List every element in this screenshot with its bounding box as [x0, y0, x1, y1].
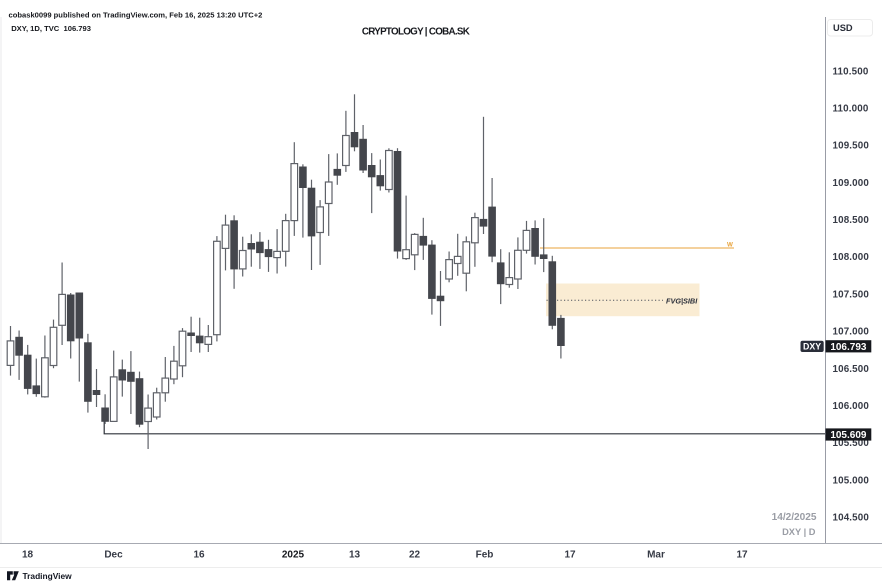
svg-text:DXY | D: DXY | D — [782, 527, 816, 537]
svg-text:17: 17 — [564, 550, 576, 561]
svg-text:FVG|SIBI: FVG|SIBI — [666, 296, 698, 305]
svg-text:CRYPTOLOGY | COBA.SK: CRYPTOLOGY | COBA.SK — [362, 26, 470, 37]
svg-text:TradingView: TradingView — [23, 571, 73, 581]
svg-text:106.000: 106.000 — [833, 401, 870, 412]
svg-text:16: 16 — [193, 550, 205, 561]
svg-text:13: 13 — [349, 550, 361, 561]
svg-text:109.500: 109.500 — [833, 141, 870, 152]
svg-text:USD: USD — [833, 23, 853, 33]
svg-text:108.000: 108.000 — [833, 252, 870, 263]
svg-text:22: 22 — [409, 550, 421, 561]
svg-text:18: 18 — [22, 550, 34, 561]
svg-text:110.000: 110.000 — [833, 104, 869, 115]
svg-text:107.500: 107.500 — [833, 289, 870, 300]
svg-text:105.500: 105.500 — [833, 438, 870, 449]
svg-text:106.793: 106.793 — [830, 342, 867, 353]
svg-text:Mar: Mar — [647, 550, 665, 561]
svg-text:105.609: 105.609 — [830, 430, 867, 441]
svg-text:DXY: DXY — [803, 341, 821, 351]
svg-text:17: 17 — [736, 550, 748, 561]
svg-text:104.500: 104.500 — [833, 512, 870, 523]
svg-text:107.000: 107.000 — [833, 327, 870, 338]
svg-text:106.500: 106.500 — [833, 364, 870, 375]
svg-text:2025: 2025 — [282, 550, 305, 561]
svg-text:108.500: 108.500 — [833, 215, 870, 226]
svg-text:Feb: Feb — [476, 550, 494, 561]
svg-text:105.000: 105.000 — [833, 475, 870, 486]
svg-text:Dec: Dec — [104, 550, 123, 561]
svg-text:W: W — [727, 242, 733, 249]
svg-text:14/2/2025: 14/2/2025 — [772, 512, 817, 523]
svg-text:110.500: 110.500 — [833, 66, 869, 77]
svg-text:DXY, 1D, TVC 106.793: DXY, 1D, TVC 106.793 — [11, 24, 91, 33]
svg-text:109.000: 109.000 — [833, 178, 870, 189]
svg-text:cobask0099 published on Tradin: cobask0099 published on TradingView.com,… — [9, 10, 263, 19]
